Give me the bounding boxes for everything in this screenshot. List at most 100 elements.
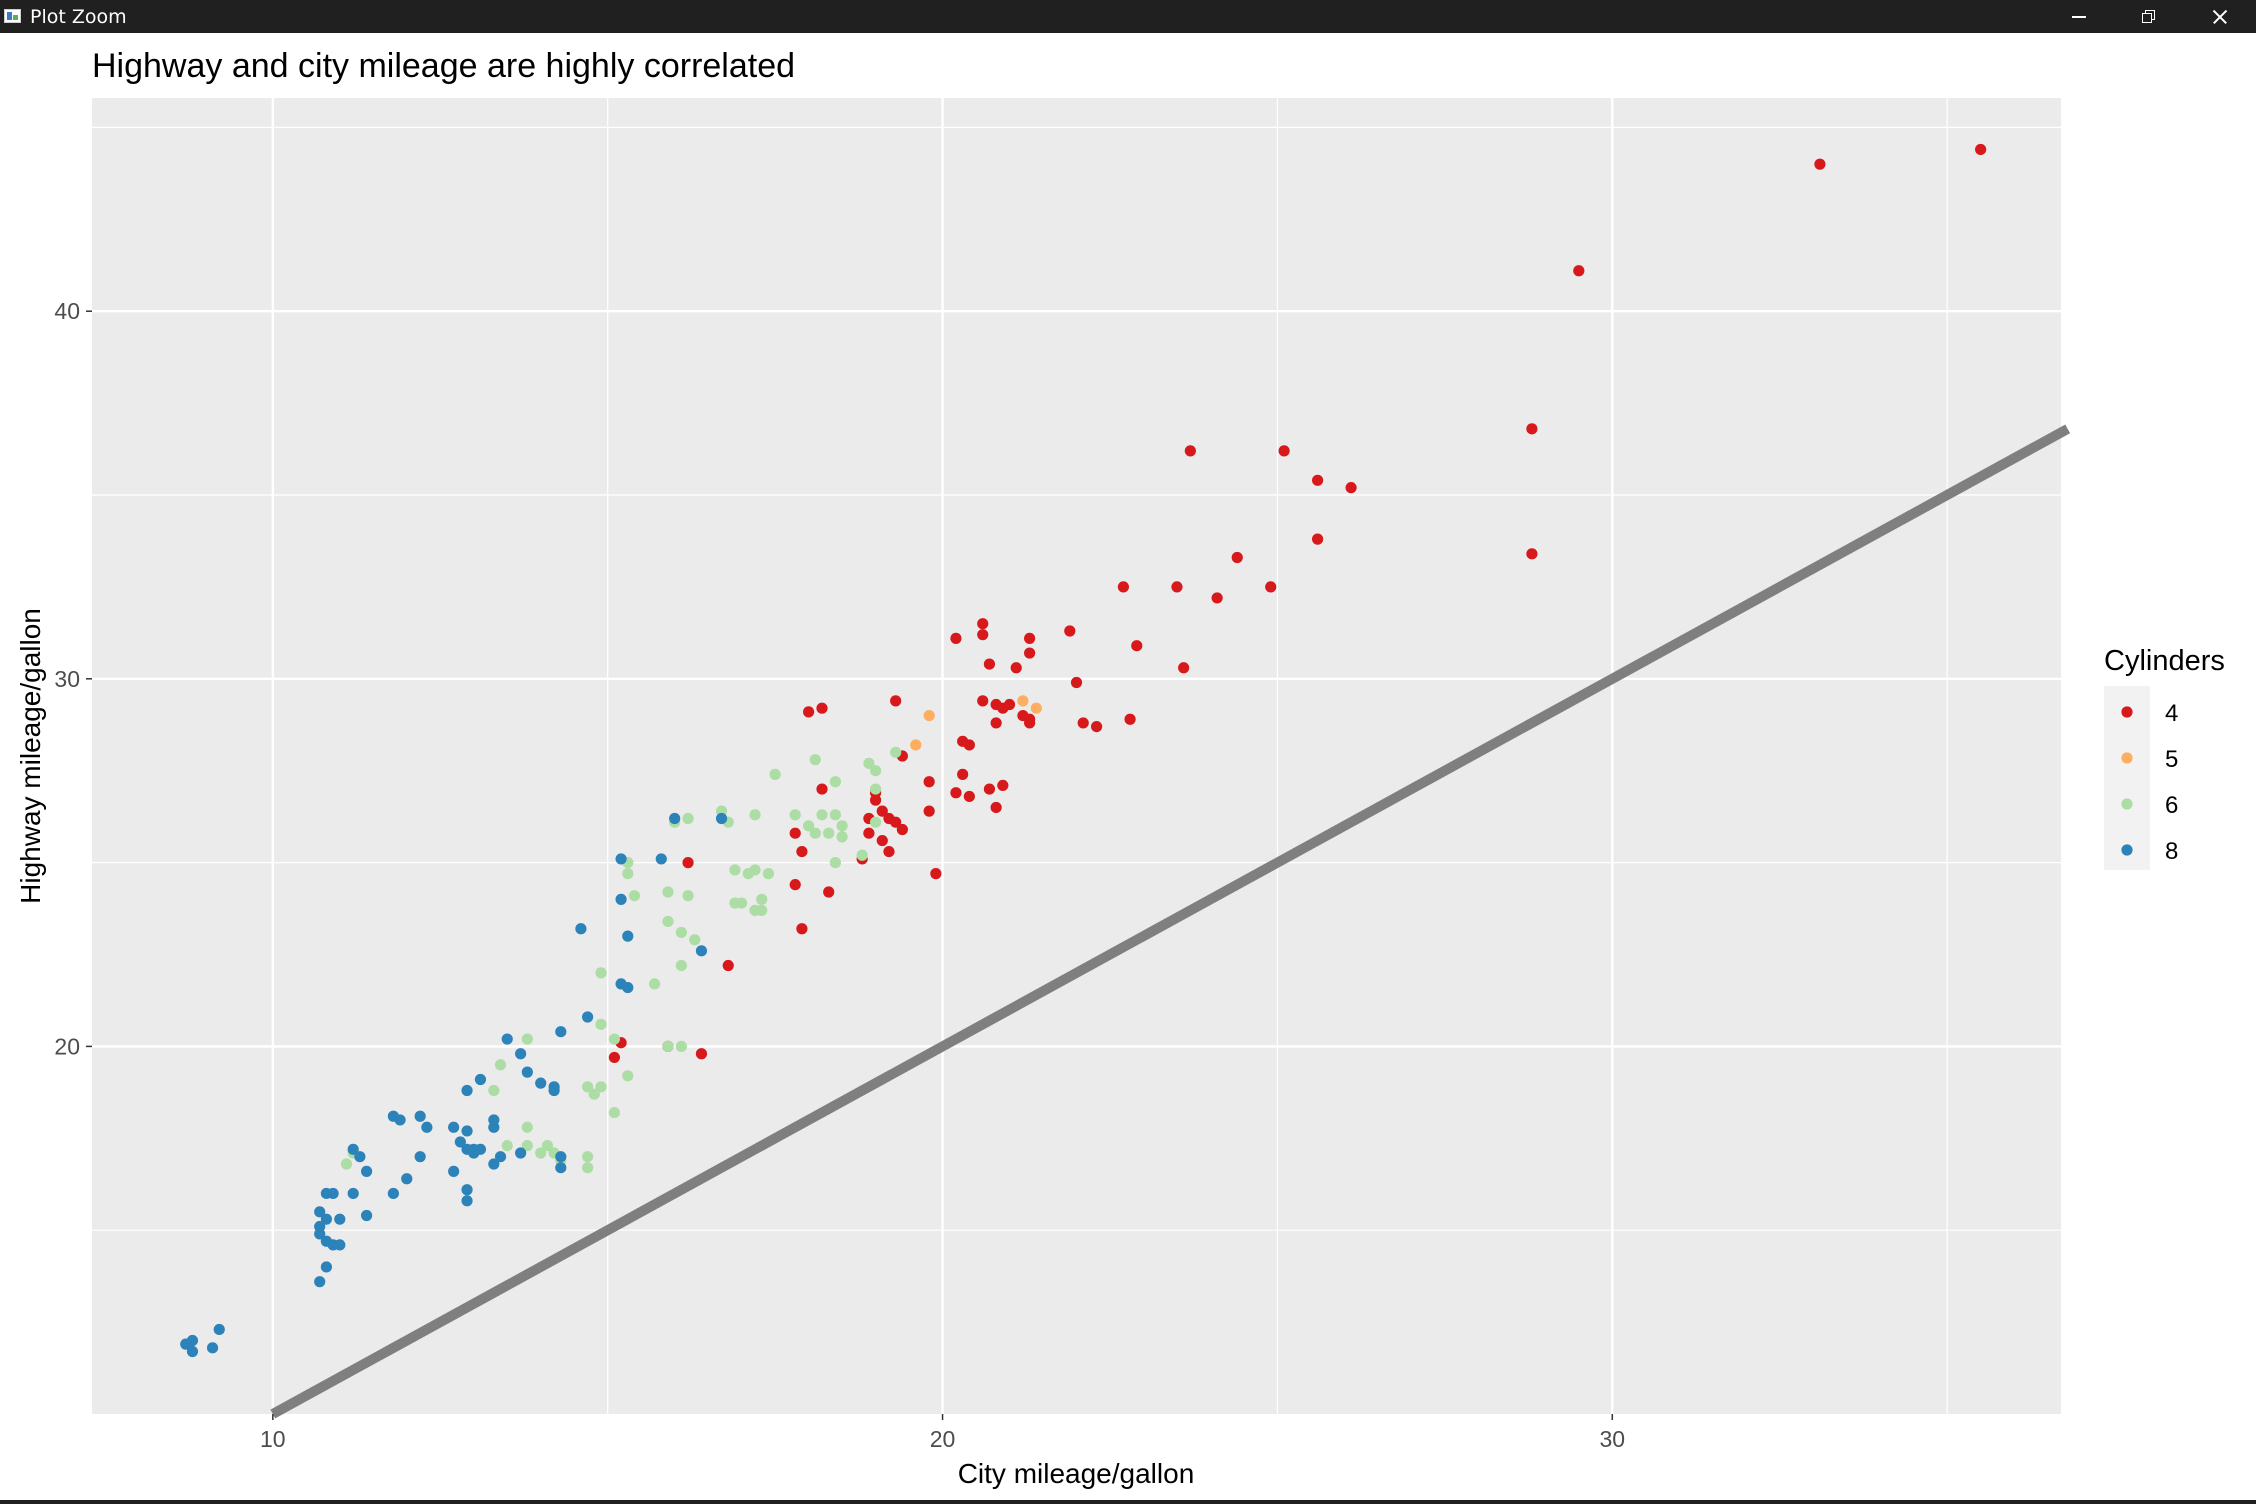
data-point-cyl-4 [876, 805, 888, 817]
data-point-cyl-4 [803, 706, 815, 718]
data-point-cyl-6 [675, 1040, 687, 1053]
data-point-cyl-8 [575, 923, 587, 935]
data-point-cyl-5 [1030, 702, 1042, 714]
data-point-cyl-6 [836, 820, 848, 832]
data-point-cyl-6 [595, 967, 607, 979]
data-point-cyl-4 [789, 879, 801, 891]
data-point-cyl-4 [823, 886, 835, 898]
data-point-cyl-4 [816, 702, 828, 714]
data-point-cyl-6 [662, 886, 674, 898]
data-point-cyl-8 [360, 1209, 373, 1222]
data-point-cyl-6 [581, 1151, 594, 1163]
data-point-cyl-6 [823, 827, 835, 839]
data-point-cyl-8 [715, 812, 728, 825]
data-point-cyl-6 [595, 1081, 607, 1093]
data-point-cyl-8 [320, 1261, 333, 1273]
legend-key-6 [2121, 798, 2133, 810]
data-point-cyl-8 [387, 1187, 399, 1200]
data-point-cyl-4 [1024, 632, 1036, 644]
data-point-cyl-4 [1171, 581, 1183, 593]
restore-icon[interactable] [2114, 0, 2184, 33]
data-point-cyl-6 [749, 809, 761, 821]
minimize-icon[interactable] [2044, 0, 2114, 33]
data-point-cyl-6 [608, 1106, 620, 1119]
data-point-cyl-4 [1003, 698, 1016, 711]
data-point-cyl-6 [494, 1059, 507, 1071]
data-point-cyl-6 [769, 768, 781, 780]
legend-label-6: 6 [2165, 792, 2178, 819]
data-point-cyl-4 [977, 695, 989, 707]
data-point-cyl-8 [461, 1195, 473, 1207]
data-point-cyl-6 [836, 831, 848, 843]
data-point-cyl-4 [1211, 592, 1223, 604]
data-point-cyl-6 [541, 1140, 554, 1152]
axis-ticks [86, 310, 1614, 1420]
data-point-cyl-4 [950, 632, 962, 644]
plot-window-icon [4, 9, 21, 23]
data-point-cyl-4 [1077, 717, 1089, 729]
data-point-cyl-8 [320, 1213, 333, 1225]
data-point-cyl-6 [595, 1018, 607, 1030]
data-point-cyl-4 [983, 658, 996, 670]
data-point-cyl-8 [186, 1345, 199, 1358]
data-point-cyl-4 [977, 629, 989, 641]
x-tick-label: 10 [260, 1426, 286, 1452]
points-layer [180, 143, 1987, 1358]
data-point-cyl-4 [682, 857, 694, 869]
data-point-cyl-8 [314, 1228, 326, 1240]
data-point-cyl-8 [327, 1239, 339, 1251]
window-titlebar[interactable]: Plot Zoom [0, 0, 2256, 33]
data-point-cyl-6 [675, 959, 687, 972]
data-point-cyl-4 [1814, 158, 1826, 170]
data-point-cyl-6 [749, 904, 761, 916]
data-point-cyl-4 [1345, 482, 1357, 494]
data-point-cyl-8 [461, 1125, 473, 1137]
data-point-cyl-4 [789, 827, 801, 839]
data-point-cyl-6 [869, 765, 882, 777]
data-point-cyl-8 [474, 1073, 487, 1086]
data-point-cyl-8 [501, 1033, 513, 1045]
data-point-cyl-4 [1024, 717, 1036, 729]
legend-key-4 [2121, 706, 2133, 718]
data-point-cyl-8 [548, 1084, 560, 1097]
data-point-cyl-4 [983, 783, 996, 795]
data-point-cyl-6 [521, 1121, 533, 1133]
data-point-cyl-8 [555, 1026, 567, 1038]
data-point-cyl-6 [521, 1033, 533, 1045]
legend-items: 4 5 6 8 [2104, 686, 2178, 870]
data-point-cyl-6 [682, 812, 694, 825]
data-point-cyl-5 [1017, 695, 1029, 707]
data-point-cyl-4 [890, 816, 902, 828]
data-point-cyl-4 [977, 618, 989, 630]
data-point-cyl-4 [1178, 662, 1190, 674]
data-point-cyl-8 [655, 853, 667, 865]
data-point-cyl-6 [581, 1162, 594, 1174]
data-point-cyl-6 [803, 820, 815, 832]
data-point-cyl-6 [675, 926, 687, 939]
data-point-cyl-6 [856, 849, 868, 861]
data-point-cyl-6 [809, 754, 821, 766]
data-point-cyl-8 [314, 1206, 326, 1218]
window-bottom-border [0, 1500, 2256, 1504]
data-point-cyl-6 [535, 1147, 547, 1159]
data-point-cyl-4 [1526, 548, 1538, 560]
data-point-cyl-6 [762, 868, 775, 880]
data-point-cyl-4 [722, 959, 734, 972]
data-point-cyl-8 [535, 1077, 547, 1089]
data-point-cyl-8 [488, 1114, 500, 1126]
data-point-cyl-8 [515, 1147, 527, 1159]
data-point-cyl-6 [736, 897, 748, 909]
legend-key-5 [2121, 752, 2133, 764]
data-point-cyl-8 [314, 1276, 326, 1288]
data-point-cyl-4 [1064, 625, 1076, 637]
data-point-cyl-6 [829, 857, 841, 869]
data-point-cyl-8 [521, 1066, 533, 1078]
data-point-cyl-6 [662, 1040, 674, 1053]
data-point-cyl-4 [1131, 640, 1143, 652]
y-tick-label: 30 [54, 666, 80, 692]
data-point-cyl-4 [796, 845, 808, 858]
data-point-cyl-8 [414, 1151, 426, 1163]
data-point-cyl-6 [829, 809, 841, 821]
data-point-cyl-8 [488, 1158, 500, 1170]
data-point-cyl-8 [347, 1143, 359, 1155]
